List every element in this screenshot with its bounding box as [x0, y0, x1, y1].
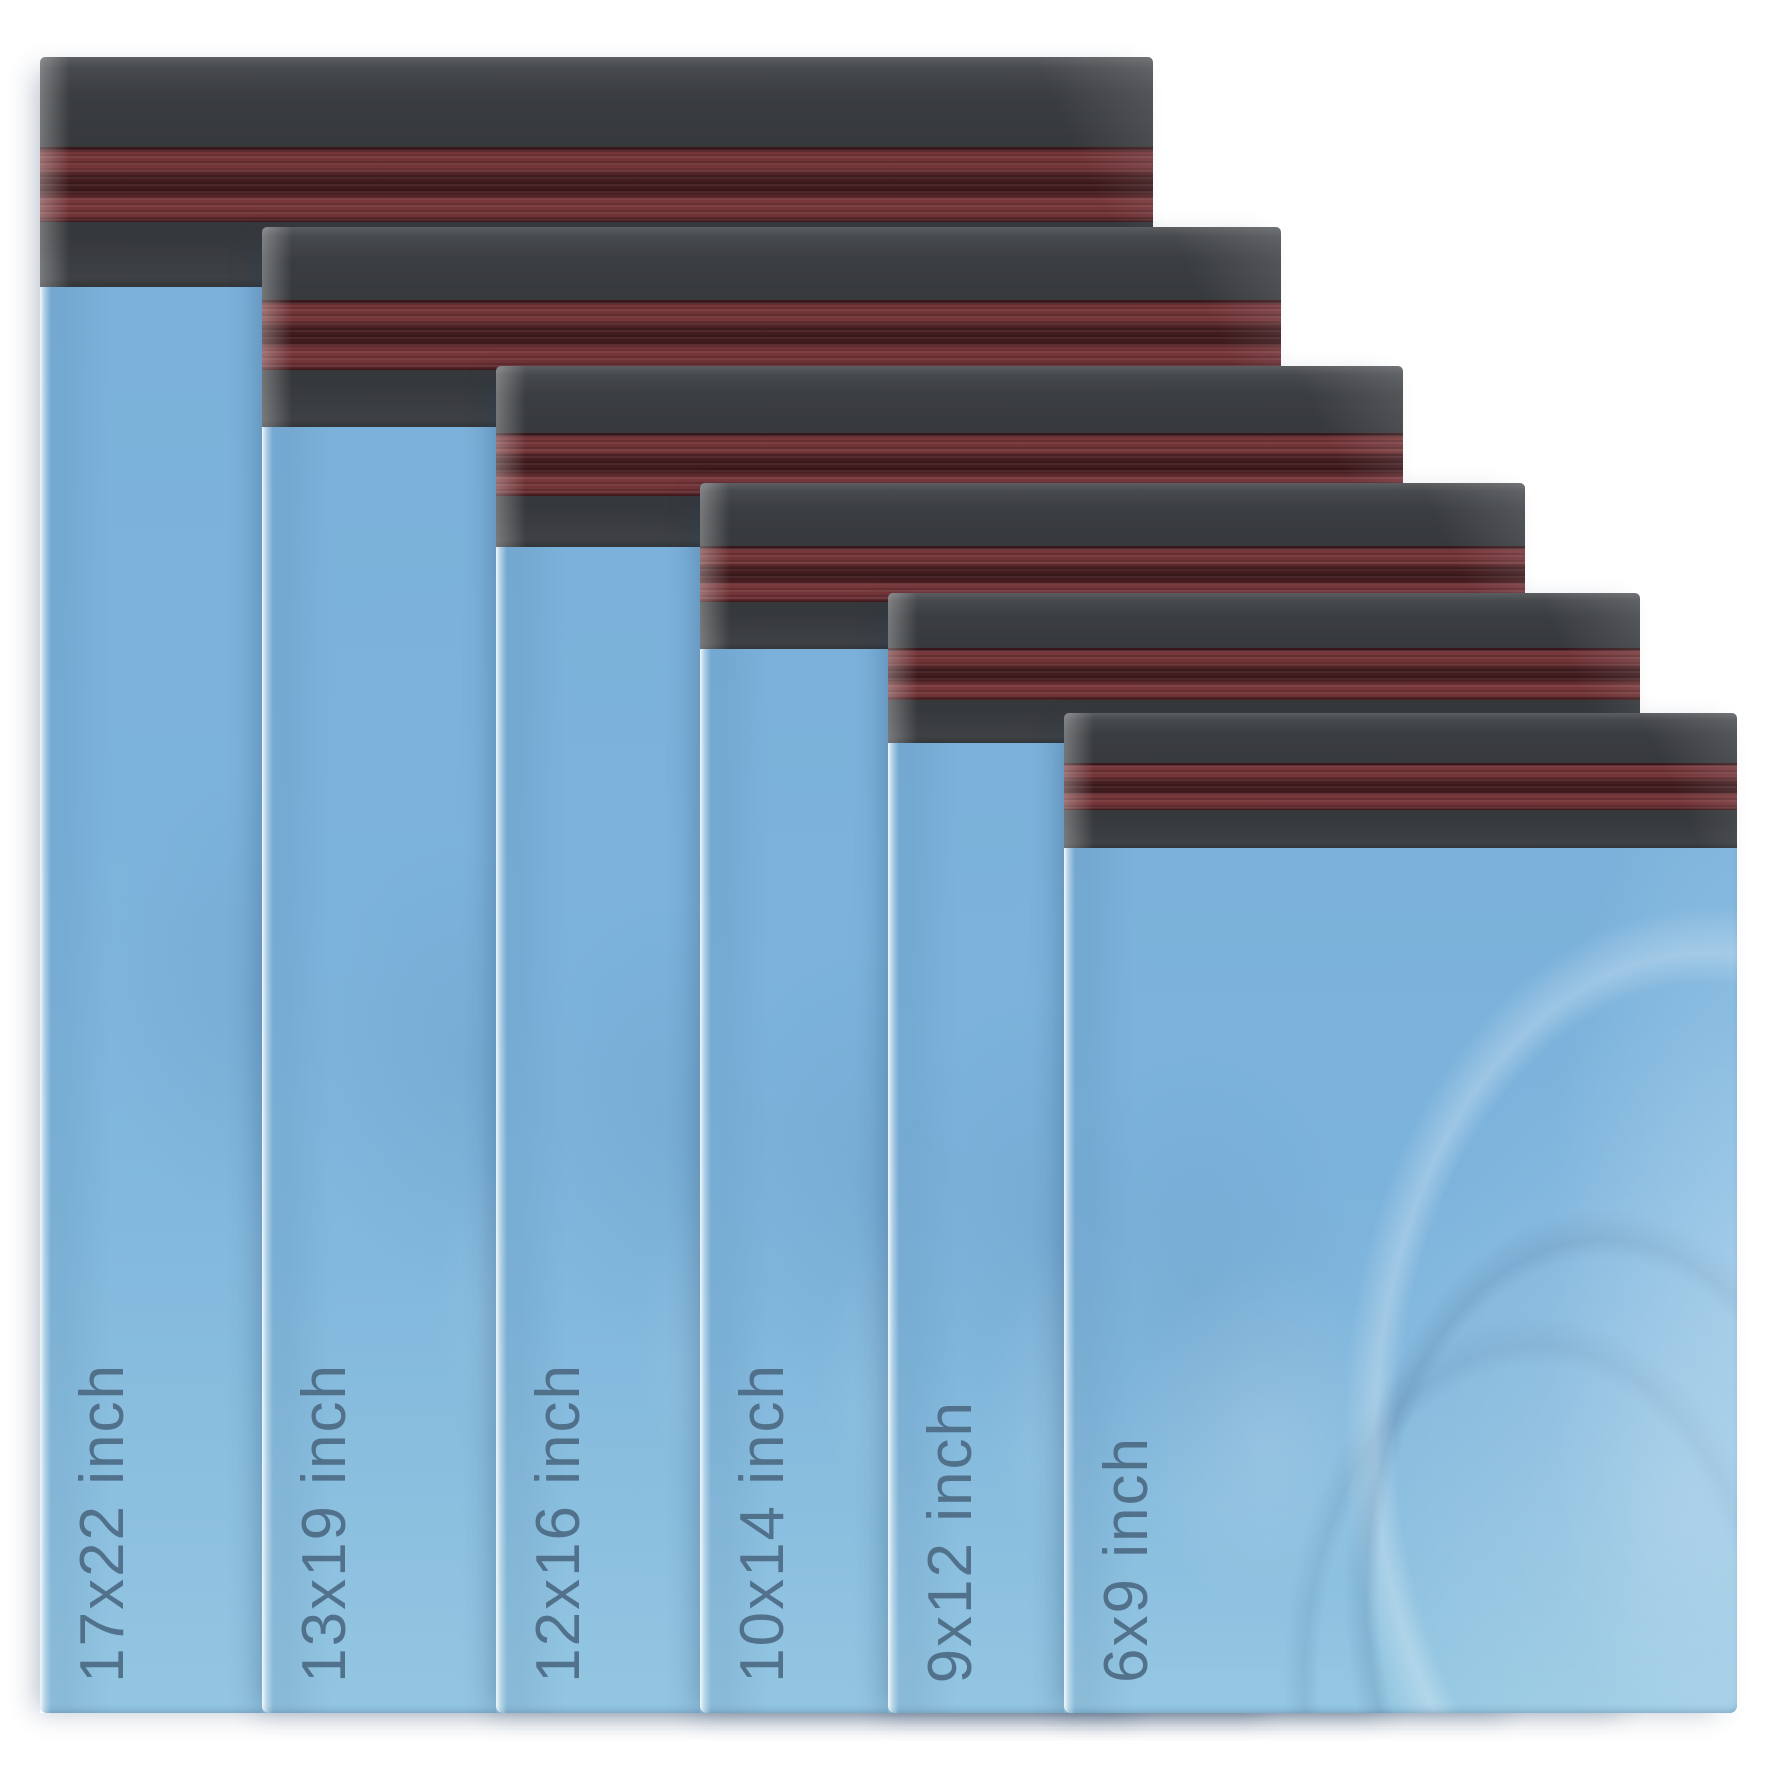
- bag-body: 6x9 inch: [1064, 848, 1737, 1713]
- size-label: 12x16 inch: [524, 1363, 593, 1683]
- adhesive-strip: [40, 147, 1153, 222]
- size-label: 17x22 inch: [68, 1363, 137, 1683]
- adhesive-strip: [888, 648, 1640, 700]
- size-label: 10x14 inch: [728, 1363, 797, 1683]
- mailer-bag: 6x9 inch: [1064, 713, 1737, 1713]
- size-label: 13x19 inch: [290, 1363, 359, 1683]
- bag-flap: [1064, 713, 1737, 848]
- adhesive-strip: [1064, 763, 1737, 810]
- size-label: 9x12 inch: [916, 1399, 985, 1683]
- adhesive-strip: [262, 300, 1281, 370]
- size-label: 6x9 inch: [1092, 1436, 1161, 1683]
